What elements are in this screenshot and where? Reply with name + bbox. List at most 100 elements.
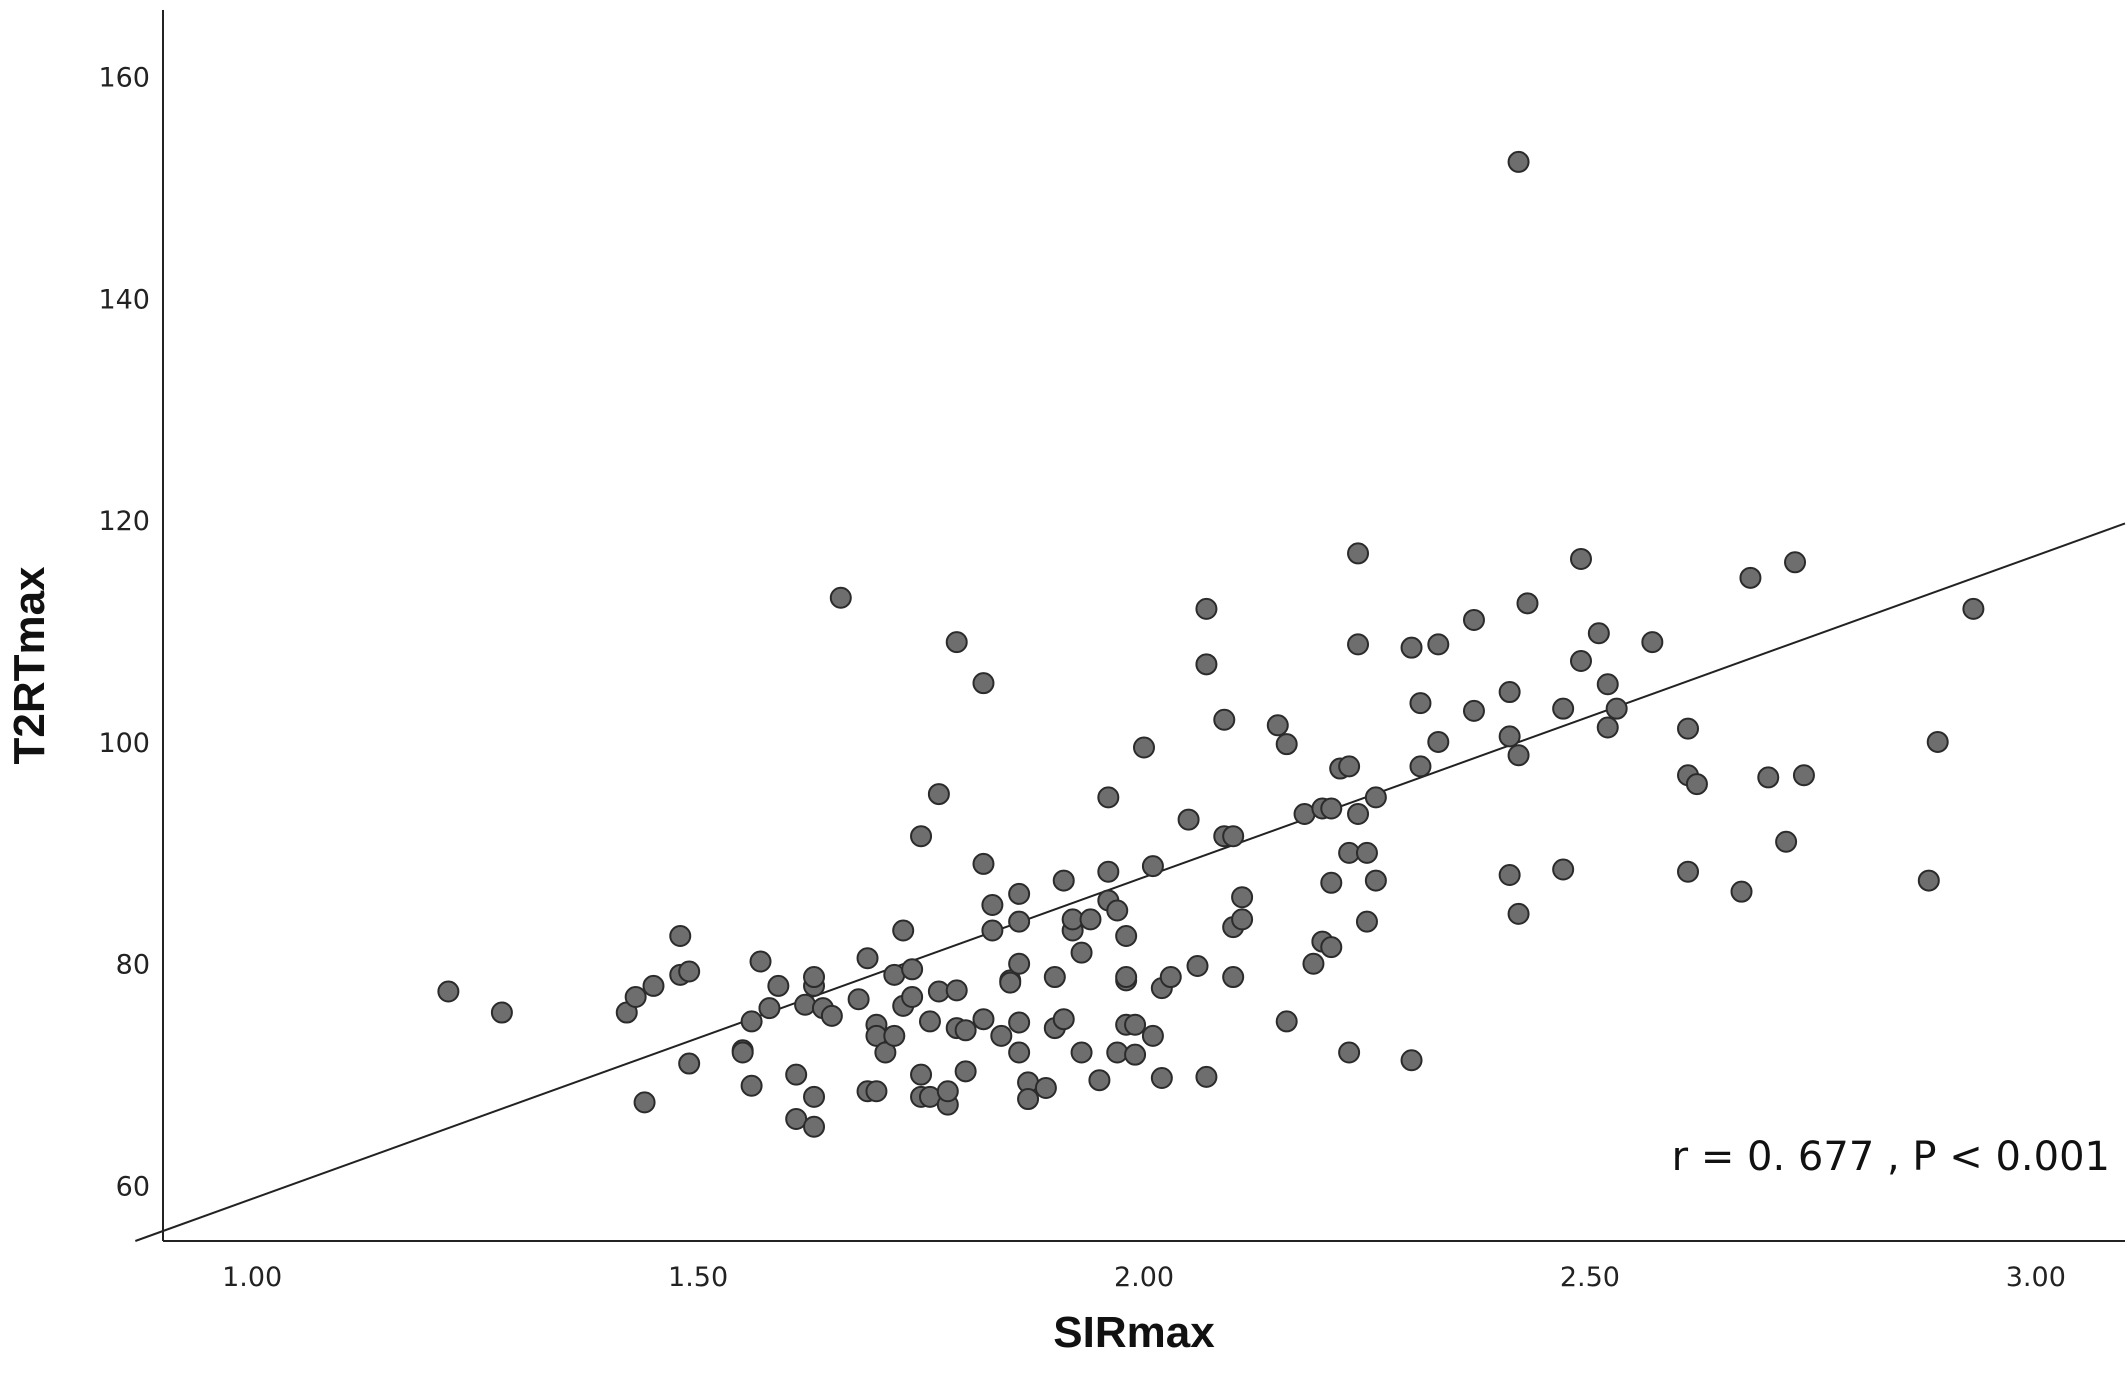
data-point	[874, 1041, 897, 1064]
data-point	[678, 1052, 701, 1075]
data-point	[945, 979, 968, 1002]
y-tick-label: 100	[98, 728, 150, 759]
data-point	[437, 980, 460, 1003]
data-point	[1427, 730, 1450, 753]
data-point	[1498, 864, 1521, 887]
data-point	[678, 960, 701, 983]
data-point	[1507, 744, 1530, 767]
data-point	[918, 1010, 941, 1033]
data-point	[1338, 755, 1361, 778]
data-point	[1364, 786, 1387, 809]
data-point	[1079, 908, 1102, 931]
data-point	[1088, 1069, 1111, 1092]
data-point	[972, 1008, 995, 1031]
y-tick-label: 160	[98, 63, 150, 94]
data-point	[1507, 902, 1530, 925]
data-point	[1231, 908, 1254, 931]
y-axis-ticks: 60 80 100 120 140 160	[98, 63, 150, 1203]
data-point	[927, 783, 950, 806]
data-point	[1409, 755, 1432, 778]
data-point	[1677, 717, 1700, 740]
data-point	[1409, 692, 1432, 715]
data-point	[1124, 1013, 1147, 1036]
data-point	[1347, 803, 1370, 826]
data-point	[1052, 1008, 1075, 1031]
data-point	[1926, 730, 1949, 753]
data-point	[1070, 1041, 1093, 1064]
data-point	[820, 1004, 843, 1027]
data-point	[794, 993, 817, 1016]
data-point	[981, 893, 1004, 916]
data-point	[945, 631, 968, 654]
data-point	[1186, 954, 1209, 977]
data-point	[803, 1115, 826, 1138]
data-point	[1195, 597, 1218, 620]
data-point	[1008, 1011, 1031, 1034]
data-point	[1552, 697, 1575, 720]
data-point	[1195, 1065, 1218, 1088]
data-point	[1043, 966, 1066, 989]
data-point	[1008, 882, 1031, 905]
data-point	[1150, 1066, 1173, 1089]
data-point	[633, 1091, 656, 1114]
data-point	[1008, 910, 1031, 933]
data-point	[1008, 1041, 1031, 1064]
data-point	[1017, 1088, 1040, 1111]
data-point	[1641, 631, 1664, 654]
data-point	[1917, 869, 1940, 892]
x-tick-label: 3.00	[2006, 1262, 2066, 1293]
data-point	[1516, 592, 1539, 615]
data-point	[669, 925, 692, 948]
data-point	[1177, 808, 1200, 831]
correlation-annotation: r = 0. 677 , P < 0.001	[1672, 1134, 2110, 1180]
data-point	[1266, 714, 1289, 737]
data-point	[1052, 869, 1075, 892]
data-point	[1596, 716, 1619, 739]
data-point	[1275, 1010, 1298, 1033]
data-point	[1730, 880, 1753, 903]
data-point	[1596, 673, 1619, 696]
data-point	[785, 1063, 808, 1086]
data-point	[1320, 871, 1343, 894]
data-point	[1569, 649, 1592, 672]
data-point	[847, 988, 870, 1011]
data-point	[1034, 1076, 1057, 1099]
data-point	[1320, 936, 1343, 959]
data-point	[1008, 952, 1031, 975]
data-point	[954, 1060, 977, 1083]
x-axis-ticks: 1.00 1.50 2.00 2.50 3.00	[222, 1262, 2066, 1293]
x-tick-label: 2.00	[1114, 1262, 1174, 1293]
x-tick-label: 1.00	[222, 1262, 282, 1293]
data-point	[1677, 860, 1700, 883]
data-point	[1347, 542, 1370, 565]
data-point	[749, 950, 772, 973]
data-point	[972, 852, 995, 875]
data-point	[1106, 1041, 1129, 1064]
data-point	[803, 966, 826, 989]
data-point	[1097, 860, 1120, 883]
y-tick-label: 140	[98, 284, 150, 315]
data-points	[437, 150, 1985, 1138]
data-point	[785, 1108, 808, 1131]
data-point	[490, 1001, 513, 1024]
data-point	[758, 997, 781, 1020]
data-point	[1462, 608, 1485, 631]
data-point	[1587, 622, 1610, 645]
data-point	[1739, 566, 1762, 589]
data-point	[1141, 1024, 1164, 1047]
data-point	[1569, 547, 1592, 570]
data-point	[1400, 636, 1423, 659]
data-point	[999, 971, 1022, 994]
data-point	[1115, 925, 1138, 948]
data-point	[883, 1024, 906, 1047]
data-point	[740, 1010, 763, 1033]
data-point	[1507, 150, 1530, 173]
x-tick-label: 2.50	[1560, 1262, 1620, 1293]
y-tick-label: 60	[116, 1172, 150, 1203]
data-point	[731, 1041, 754, 1064]
data-point	[1784, 551, 1807, 574]
regression-line	[134, 522, 2126, 1242]
data-point	[910, 825, 933, 848]
data-point	[1498, 681, 1521, 704]
